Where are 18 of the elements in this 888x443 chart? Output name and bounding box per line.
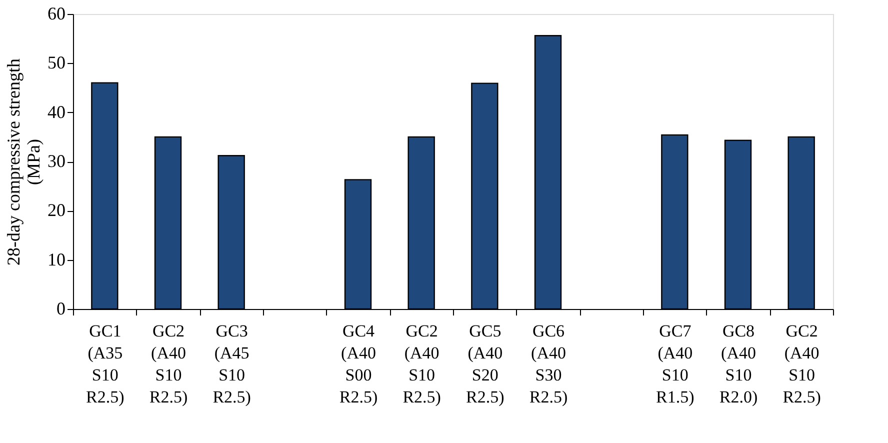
x-tick-label: GC4 (A40 S00 R2.5) (339, 322, 378, 406)
y-tick-label: 30 (48, 151, 66, 171)
x-tick-label: GC6 (A40 S30 R2.5) (529, 322, 568, 406)
y-tick-label: 10 (48, 249, 66, 270)
x-tick-label: GC1 (A35 S10 R2.5) (86, 322, 124, 406)
y-tick-label: 60 (48, 4, 66, 24)
x-tick-label: GC2 (A40 S10 R2.5) (782, 322, 821, 406)
x-tick-label: GC3 (A45 S10 R2.5) (212, 322, 251, 406)
y-tick-label: 50 (48, 52, 66, 73)
y-tick-label: 0 (56, 298, 66, 318)
y-axis-title: 28-day compressive strength (MPa) (4, 58, 44, 266)
x-tick-label: GC2 (A40 S10 R2.5) (149, 322, 188, 406)
y-tick-label: 40 (48, 102, 66, 122)
y-tick-label: 20 (48, 200, 66, 220)
x-tick-label: GC5 (A40 S20 R2.5) (466, 322, 504, 406)
x-tick-label: GC7 (A40 S10 R1.5) (656, 322, 694, 406)
x-tick-label: GC2 (A40 S10 R2.5) (402, 322, 441, 406)
x-tick-label: GC8 (A40 S10 R2.0) (719, 322, 758, 406)
